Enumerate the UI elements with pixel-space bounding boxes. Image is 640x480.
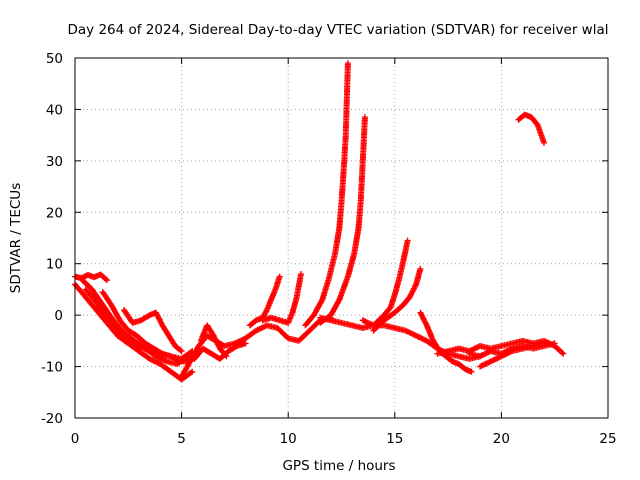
data-point (297, 271, 304, 277)
x-tick-label: 15 (386, 431, 403, 447)
x-tick-label: 10 (280, 431, 297, 447)
data-point (551, 340, 558, 347)
data-point (102, 276, 109, 283)
data-point (255, 326, 262, 333)
data-point (276, 273, 283, 280)
data-point (361, 114, 368, 121)
y-tick-label: -20 (41, 411, 63, 427)
data-point (404, 237, 411, 244)
data-point (417, 265, 424, 272)
series-track-f (121, 307, 185, 355)
data-point (363, 319, 370, 326)
data-point (541, 340, 548, 347)
data-point (403, 328, 410, 335)
series-track-j (246, 273, 283, 329)
y-tick-label: 20 (46, 205, 63, 221)
data-point (263, 308, 270, 315)
data-point (137, 343, 144, 350)
data-point (242, 340, 249, 347)
x-tick-label: 0 (71, 431, 80, 447)
data-point (474, 344, 481, 351)
x-tick-label: 20 (493, 431, 510, 447)
data-point (133, 341, 140, 348)
y-tick-label: 50 (46, 51, 63, 67)
data-point (177, 347, 184, 354)
data-point (154, 359, 161, 366)
y-tick-label: 0 (54, 308, 63, 324)
series-track-l (302, 60, 351, 329)
data-point (232, 343, 239, 350)
series-track-o (359, 237, 411, 329)
data-point (407, 330, 414, 337)
plot-frame (74, 57, 609, 419)
data-point (468, 368, 475, 375)
data-point (559, 349, 566, 356)
data-point (502, 351, 509, 358)
x-axis-label: GPS time / hours (282, 458, 395, 474)
x-tick-label: 25 (599, 431, 616, 447)
series-track-a (72, 271, 110, 284)
data-point (175, 357, 182, 364)
data-point (344, 60, 351, 67)
series-track-u (515, 111, 548, 146)
series-track-e (99, 289, 200, 365)
series-track-p (370, 265, 424, 334)
y-tick-label: 10 (46, 257, 63, 273)
data-point (189, 368, 196, 375)
series-track-k (259, 271, 304, 326)
data-points (72, 60, 567, 383)
data-point (560, 350, 567, 357)
data-point (541, 139, 548, 146)
series-track-r (434, 337, 567, 357)
chart-title: Day 264 of 2024, Sidereal Day-to-day VTE… (68, 22, 609, 38)
data-point (161, 357, 167, 364)
data-point (103, 277, 110, 284)
series-track-i (197, 322, 230, 360)
series-track-t (477, 340, 548, 370)
x-tick-label: 5 (177, 431, 186, 447)
data-point (498, 353, 505, 360)
y-axis-label: SDTVAR / TECUs (8, 183, 24, 293)
data-point (222, 352, 229, 359)
data-point (318, 298, 325, 304)
data-point (188, 369, 195, 376)
data-point (223, 353, 230, 360)
y-tick-label: -10 (41, 360, 63, 376)
axis-ticks: 0 5 10 15 20 25 -20 -10 0 10 20 30 40 50 (41, 51, 617, 447)
series-track-n (317, 314, 484, 362)
data-point (335, 298, 342, 304)
data-point (178, 348, 185, 355)
data-point (486, 359, 493, 366)
y-tick-label: 30 (46, 154, 63, 170)
y-tick-label: 40 (46, 102, 63, 118)
